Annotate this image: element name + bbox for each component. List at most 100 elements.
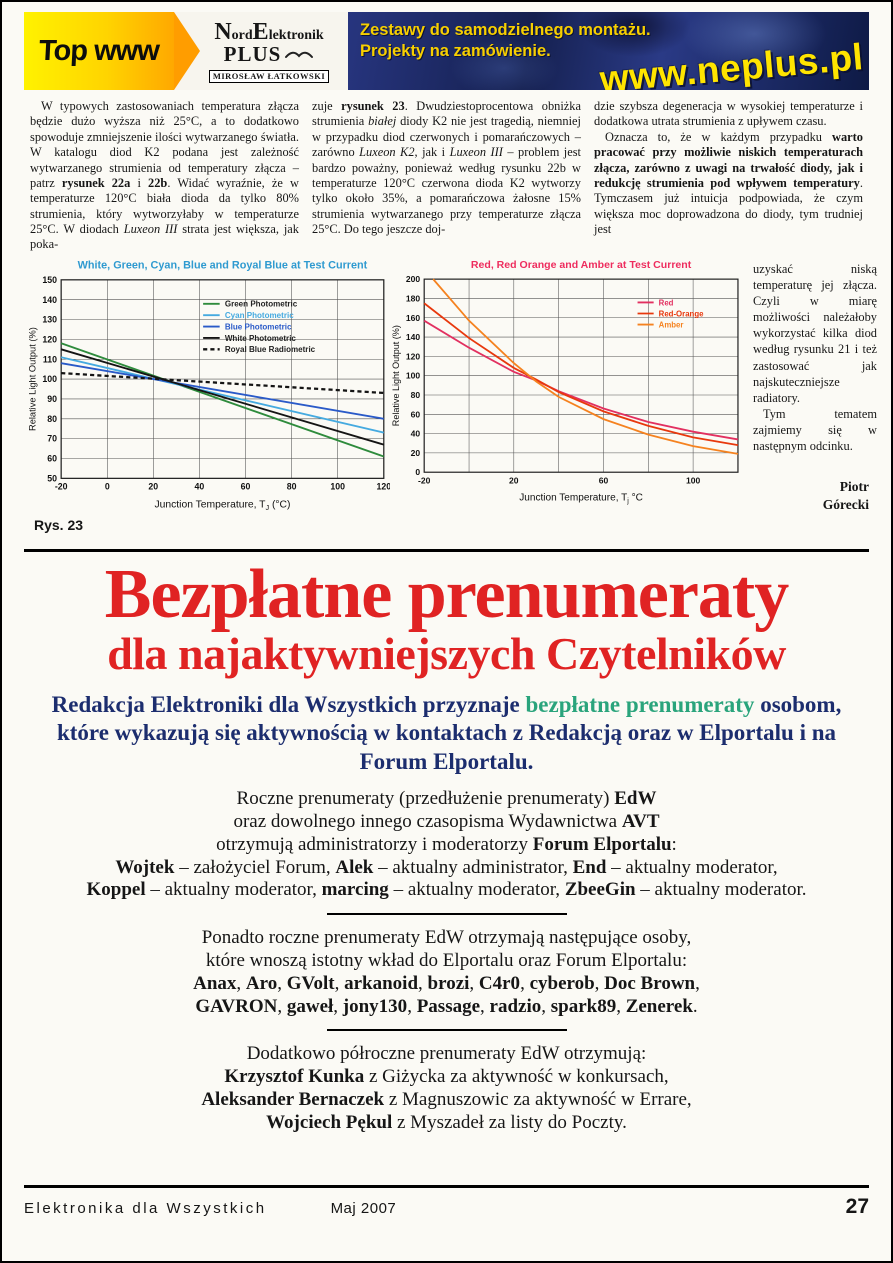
article-paragraph: Tym tematem zajmiemy się w następnym odc… [753, 406, 877, 454]
footer-page-number: 27 [845, 1195, 869, 1218]
svg-text:100: 100 [406, 370, 420, 380]
page-footer: Elektronika dla Wszystkich Maj 2007 27 [24, 1185, 869, 1219]
svg-text:Junction Temperature, Tj °C: Junction Temperature, Tj °C [519, 492, 643, 505]
svg-text:100: 100 [42, 374, 57, 384]
led-temperature-chart-red-orange-amber: -20 20 60 100 0 20 40 60 80 100 120 140 160 180 200 Red… [391, 259, 739, 505]
svg-text:-20: -20 [55, 481, 68, 491]
svg-text:100: 100 [330, 481, 345, 491]
promo-line: oraz dowolnego innego czasopisma Wydawni… [233, 810, 660, 832]
svg-text:80: 80 [287, 481, 297, 491]
svg-text:50: 50 [47, 473, 57, 483]
svg-text:Junction Temperature, TJ (°C): Junction Temperature, TJ (°C) [154, 499, 290, 512]
svg-text:90: 90 [47, 394, 57, 404]
svg-text:Cyan Photometric: Cyan Photometric [225, 311, 294, 320]
figure-23-left: -20 0 20 40 60 80 100 120 50 60 70 80 90 100 110 120 130… [26, 255, 390, 534]
logo-plus-row: PLUS [224, 42, 315, 67]
article-paragraph: zuje rysunek 23. Dwudziestoprocentowa ob… [312, 99, 581, 236]
promo-line: Wojciech Pękul z Myszadeł za listy do Po… [266, 1111, 627, 1133]
promo-line: Aleksander Bernaczek z Magnuszowic za ak… [201, 1088, 692, 1110]
article-paragraph: Oznacza to, że w każdym przypadku warto … [594, 129, 863, 236]
banner-tagline-1: Zestawy do samodzielnego montażu. [360, 21, 651, 39]
author-last-name: Górecki [822, 497, 869, 513]
promo-intro-pre: Redakcja Elektroniki dla Wszystkich przy… [51, 691, 526, 717]
svg-text:100: 100 [686, 475, 700, 485]
promo-section: Bezpłatne prenumeraty dla najaktywniejsz… [2, 560, 891, 1134]
svg-text:140: 140 [406, 332, 420, 342]
svg-text:180: 180 [406, 293, 420, 303]
footer-magazine-title: Elektronika dla Wszystkich [24, 1200, 267, 1217]
top-www-logo: Top www [24, 12, 200, 90]
promo-line: Anax, Aro, GVolt, arkanoid, brozi, C4r0,… [193, 972, 700, 994]
svg-text:160: 160 [406, 313, 420, 323]
promo-intro: Redakcja Elektroniki dla Wszystkich przy… [32, 691, 861, 777]
svg-text:60: 60 [599, 475, 609, 485]
promo-line: które wnoszą istotny wkład do Elportalu … [205, 949, 688, 971]
promo-intro-highlight: bezpłatne prenumeraty [525, 691, 755, 717]
promo-divider [326, 913, 567, 916]
svg-text:Red: Red [659, 298, 674, 307]
footer-issue: Maj 2007 [330, 1200, 397, 1217]
svg-text:120: 120 [406, 351, 420, 361]
author-signature: Piotr Górecki [753, 478, 877, 514]
svg-text:White, Green, Cyan, Blue and R: White, Green, Cyan, Blue and Royal Blue … [78, 259, 368, 271]
article-columns: W typowych zastosowaniach temperatura zł… [2, 90, 891, 253]
promo-block-halfyear: Dodatkowo półroczne prenumeraty EdW otrz… [32, 1043, 861, 1134]
svg-text:80: 80 [47, 414, 57, 424]
svg-text:150: 150 [42, 275, 57, 285]
svg-text:60: 60 [47, 453, 57, 463]
svg-text:White Photometric: White Photometric [225, 334, 297, 343]
promo-block-contributors: Ponadto roczne prenumeraty EdW otrzymają… [32, 927, 861, 1018]
promo-line: GAVRON, gaweł, jony130, Passage, radzio,… [195, 995, 698, 1017]
logo-name-part: E [252, 18, 269, 45]
article-column-narrow: uzyskać niską temperaturę jej złącza. Cz… [744, 255, 883, 534]
promo-title-line2: dla najaktywniejszych Czytelników [107, 628, 786, 680]
article-column-2: zuje rysunek 23. Dwudziestoprocentowa ob… [312, 99, 581, 253]
promo-line: Krzysztof Kunka z Giżycka za aktywność w… [224, 1066, 669, 1088]
logo-name-part: ord [231, 27, 253, 43]
article-paragraph: dzie szybsza degeneracja w wysokiej temp… [594, 99, 863, 129]
article-paragraph: W typowych zastosowaniach temperatura zł… [30, 99, 299, 252]
svg-text:20: 20 [509, 475, 519, 485]
svg-text:0: 0 [415, 467, 420, 477]
promo-divider [326, 1029, 567, 1032]
svg-text:200: 200 [406, 274, 420, 284]
section-divider [24, 549, 869, 553]
svg-text:0: 0 [105, 481, 110, 491]
author-first-name: Piotr [839, 479, 869, 495]
svg-text:-20: -20 [418, 475, 431, 485]
promo-intro-post: osobom, które wykazują się aktywnością w… [56, 691, 842, 774]
svg-text:Red-Orange: Red-Orange [659, 309, 704, 318]
figure-label: Rys. 23 [34, 517, 84, 534]
figure-23-right: -20 20 60 100 0 20 40 60 80 100 120 140 160 180 200 Red… [390, 255, 744, 534]
article-paragraph: uzyskać niską temperaturę jej złącza. Cz… [753, 261, 877, 405]
banner-taglines: Zestawy do samodzielnego montażu. Projek… [360, 20, 651, 63]
banner-tagline-2: Projekty na zamówienie. [360, 42, 551, 61]
promo-line: Dodatkowo półroczne prenumeraty EdW otrz… [246, 1043, 647, 1065]
promo-title-line1: Bezpłatne prenumeraty [104, 556, 789, 634]
seagull-icon [285, 51, 314, 58]
svg-text:60: 60 [241, 481, 251, 491]
svg-text:130: 130 [42, 314, 57, 324]
svg-text:Blue Photometric: Blue Photometric [225, 322, 292, 331]
svg-text:40: 40 [195, 481, 205, 491]
svg-text:Red, Red Orange and Amber at T: Red, Red Orange and Amber at Test Curren… [471, 259, 692, 271]
nordelektronik-logo: NordElektronik PLUS MIROSŁAW ŁATKOWSKI [174, 12, 348, 90]
ad-banner: Top www NordElektronik PLUS MIROSŁAW ŁAT… [24, 12, 869, 90]
promo-line: otrzymują administratorzy i moderatorzy … [216, 833, 677, 855]
article-column-3: dzie szybsza degeneracja w wysokiej temp… [594, 99, 863, 253]
banner-arrow-icon [174, 12, 200, 90]
led-temperature-chart-white-green-cyan-blue: -20 0 20 40 60 80 100 120 50 60 70 80 90 100 110 120 130… [27, 259, 390, 512]
promo-block-annual: Roczne prenumeraty (przedłużenie prenume… [32, 788, 861, 902]
svg-text:40: 40 [411, 428, 421, 438]
logo-name: NordElektronik [214, 20, 323, 44]
promo-line: Koppel – aktualny moderator, marcing – a… [86, 879, 807, 901]
logo-name-part: lektronik [268, 27, 324, 43]
logo-owner-label: MIROSŁAW ŁATKOWSKI [208, 69, 330, 83]
svg-text:20: 20 [148, 481, 158, 491]
svg-text:Amber: Amber [659, 320, 684, 329]
svg-text:60: 60 [411, 409, 421, 419]
svg-text:120: 120 [376, 481, 390, 491]
promo-line: Roczne prenumeraty (przedłużenie prenume… [236, 788, 657, 810]
svg-text:Relative Light Output (%): Relative Light Output (%) [27, 327, 37, 431]
